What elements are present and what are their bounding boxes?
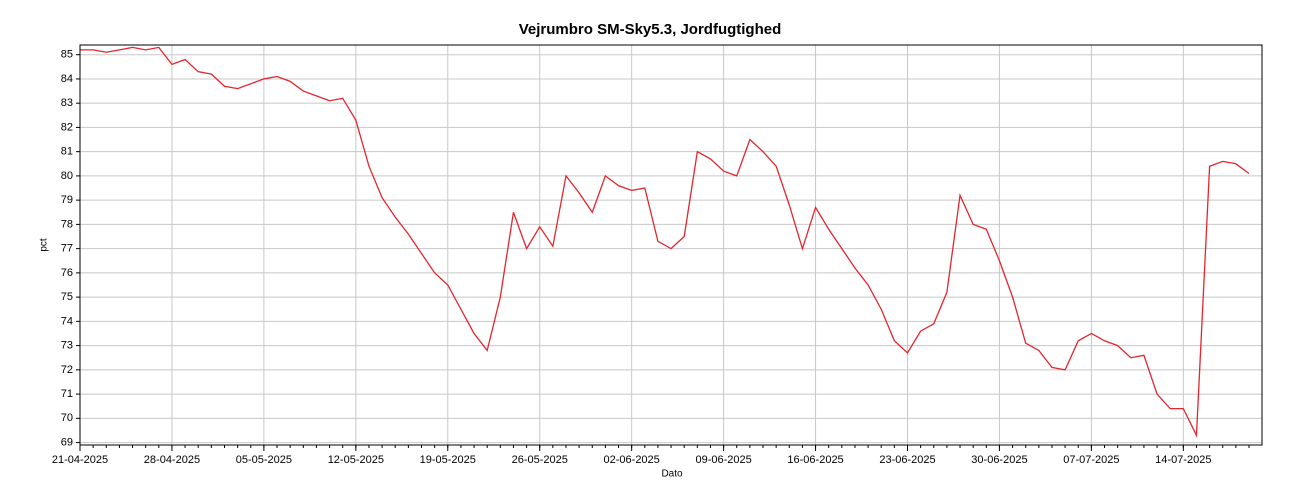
y-tick-label: 76 xyxy=(61,267,73,279)
y-tick-label: 75 xyxy=(61,291,73,303)
x-axis-label: Dato xyxy=(661,469,683,480)
x-tick-label: 14-07-2025 xyxy=(1155,454,1211,466)
y-tick-label: 77 xyxy=(61,243,73,255)
x-tick-label: 09-06-2025 xyxy=(695,454,751,466)
x-tick-label: 28-04-2025 xyxy=(144,454,200,466)
grid xyxy=(79,45,1262,445)
x-tick-label: 30-06-2025 xyxy=(971,454,1027,466)
y-tick-label: 71 xyxy=(61,388,73,400)
x-tick-label: 26-05-2025 xyxy=(512,454,568,466)
y-tick-label: 80 xyxy=(61,170,73,182)
x-tick-label: 21-04-2025 xyxy=(52,454,108,466)
y-tick-label: 78 xyxy=(61,218,73,230)
plot-data xyxy=(80,46,1250,438)
data-line xyxy=(80,46,1250,438)
chart-title: Vejrumbro SM-Sky5.3, Jordfugtighed xyxy=(519,21,782,38)
y-tick-label: 85 xyxy=(61,49,73,61)
y-tick-label: 81 xyxy=(61,146,73,158)
x-tick-label: 02-06-2025 xyxy=(604,454,660,466)
y-tick-label: 69 xyxy=(61,436,73,448)
x-tick-label: 23-06-2025 xyxy=(879,454,935,466)
y-tick-label: 82 xyxy=(61,121,73,133)
x-tick-label: 16-06-2025 xyxy=(787,454,843,466)
y-tick-label: 79 xyxy=(61,194,73,206)
y-tick-label: 74 xyxy=(61,315,73,327)
x-tick-label: 07-07-2025 xyxy=(1063,454,1119,466)
y-tick-label: 72 xyxy=(61,364,73,376)
y-axis-label: pct xyxy=(39,238,50,252)
x-tick-label: 19-05-2025 xyxy=(420,454,476,466)
y-tick-label: 73 xyxy=(61,340,73,352)
y-tick-label: 70 xyxy=(61,412,73,424)
y-tick-label: 83 xyxy=(61,97,73,109)
x-tick-label: 12-05-2025 xyxy=(328,454,384,466)
x-tick-label: 05-05-2025 xyxy=(236,454,292,466)
y-tick-label: 84 xyxy=(61,73,73,85)
